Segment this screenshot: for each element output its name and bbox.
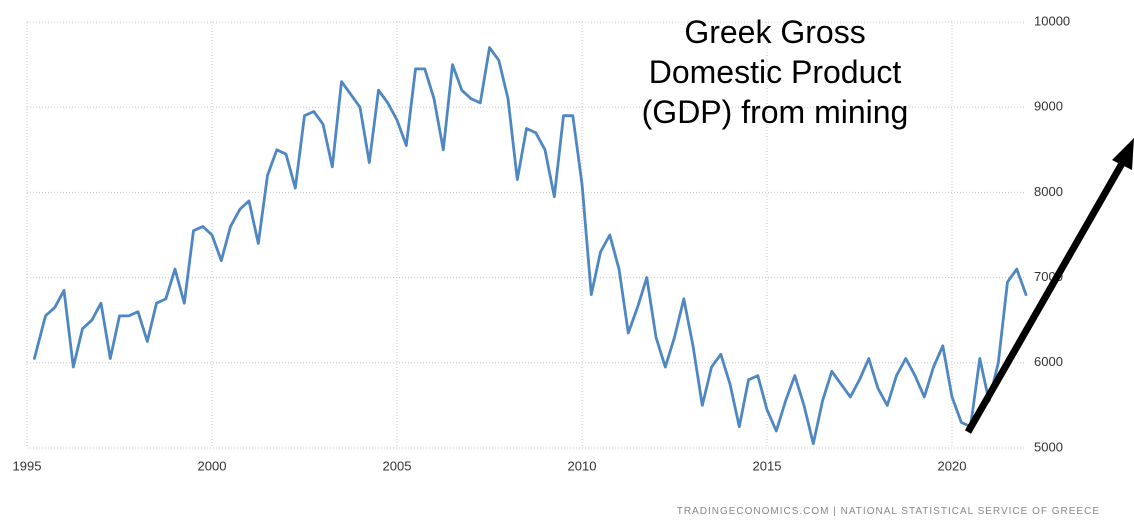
y-tick-label: 9000 [1034,99,1063,114]
y-tick-label: 7000 [1034,269,1063,284]
data-line [33,46,1028,446]
source-note: TRADINGECONOMICS.COM | NATIONAL STATISTI… [676,506,1100,517]
x-tick-label: 2000 [198,458,227,473]
x-tick-label: 1995 [13,458,42,473]
x-tick-label: 2005 [383,458,412,473]
y-tick-label: 6000 [1034,354,1063,369]
y-tick-label: 8000 [1034,184,1063,199]
y-tick-label: 5000 [1034,439,1063,454]
chart-title: Greek Gross Domestic Product (GDP) from … [641,14,909,130]
y-tick-label: 10000 [1034,13,1070,28]
x-tick-label: 2020 [938,458,967,473]
x-tick-label: 2015 [753,458,782,473]
x-tick-label: 2010 [568,458,597,473]
